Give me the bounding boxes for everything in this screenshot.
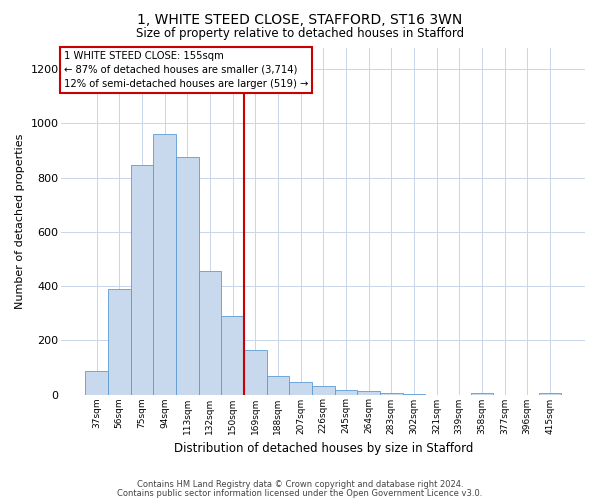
Bar	[289, 382, 312, 394]
Bar	[312, 386, 335, 394]
Bar	[176, 158, 199, 394]
Bar	[266, 376, 289, 394]
Bar	[470, 392, 493, 394]
Bar	[199, 271, 221, 394]
Bar	[108, 289, 131, 395]
X-axis label: Distribution of detached houses by size in Stafford: Distribution of detached houses by size …	[173, 442, 473, 455]
Bar	[357, 392, 380, 394]
Bar	[131, 166, 153, 394]
Bar	[244, 350, 266, 395]
Y-axis label: Number of detached properties: Number of detached properties	[15, 134, 25, 308]
Text: Contains public sector information licensed under the Open Government Licence v3: Contains public sector information licen…	[118, 489, 482, 498]
Text: Size of property relative to detached houses in Stafford: Size of property relative to detached ho…	[136, 28, 464, 40]
Bar	[153, 134, 176, 394]
Bar	[335, 390, 357, 394]
Bar	[221, 316, 244, 394]
Bar	[380, 393, 403, 394]
Text: 1 WHITE STEED CLOSE: 155sqm
← 87% of detached houses are smaller (3,714)
12% of : 1 WHITE STEED CLOSE: 155sqm ← 87% of det…	[64, 51, 308, 89]
Bar	[539, 393, 561, 394]
Text: Contains HM Land Registry data © Crown copyright and database right 2024.: Contains HM Land Registry data © Crown c…	[137, 480, 463, 489]
Bar	[85, 372, 108, 394]
Text: 1, WHITE STEED CLOSE, STAFFORD, ST16 3WN: 1, WHITE STEED CLOSE, STAFFORD, ST16 3WN	[137, 12, 463, 26]
